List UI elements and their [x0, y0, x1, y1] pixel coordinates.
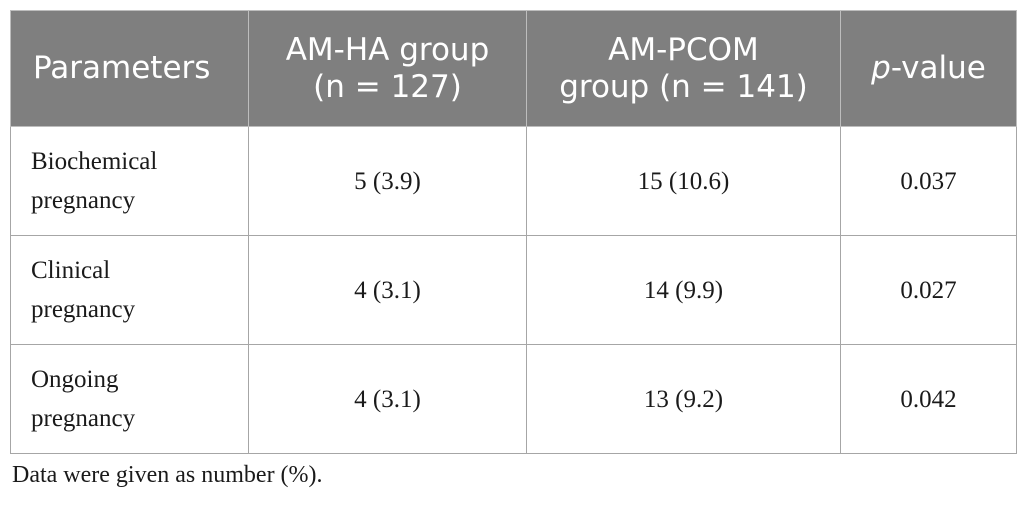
table-header: Parameters AM-HA group (n = 127) AM-PCOM…: [10, 10, 1017, 127]
header-am-pcom-line-2: group (n = 141): [559, 68, 808, 105]
row-parameter: Ongoing pregnancy: [10, 344, 249, 454]
row-am-ha-value: 5 (3.9): [248, 126, 527, 236]
row-p-value: 0.037: [840, 126, 1017, 236]
header-p-value: p-value: [840, 10, 1017, 127]
row-parameter-line-1: Biochemical: [31, 148, 158, 175]
row-am-pcom-value: 15 (10.6): [526, 126, 841, 236]
header-am-ha-line-2: (n = 127): [313, 68, 462, 105]
header-p-value-rest: -value: [890, 50, 986, 86]
header-am-ha-line-1: AM-HA group: [285, 31, 490, 68]
pregnancy-outcomes-table: Parameters AM-HA group (n = 127) AM-PCOM…: [10, 10, 1017, 454]
header-am-ha-group: AM-HA group (n = 127): [248, 10, 527, 127]
row-parameter-line-2: pregnancy: [31, 405, 136, 432]
header-parameters: Parameters: [10, 10, 249, 127]
row-am-pcom-value: 14 (9.9): [526, 235, 841, 345]
row-p-value: 0.042: [840, 344, 1017, 454]
row-parameter-line-1: Ongoing: [31, 366, 119, 393]
header-p-value-italic: p: [871, 50, 891, 86]
row-parameter-line-2: pregnancy: [31, 296, 136, 323]
table-row: Ongoing pregnancy 4 (3.1) 13 (9.2) 0.042: [10, 344, 1017, 454]
row-am-ha-value: 4 (3.1): [248, 344, 527, 454]
row-parameter: Biochemical pregnancy: [10, 126, 249, 236]
header-row: Parameters AM-HA group (n = 127) AM-PCOM…: [10, 10, 1017, 127]
row-parameter-line-2: pregnancy: [31, 187, 136, 214]
header-am-pcom-line-1: AM-PCOM: [608, 31, 759, 68]
table-body: Biochemical pregnancy 5 (3.9) 15 (10.6) …: [10, 126, 1017, 454]
header-am-pcom-group: AM-PCOM group (n = 141): [526, 10, 841, 127]
header-parameters-text: Parameters: [33, 50, 211, 86]
results-table-container: Parameters AM-HA group (n = 127) AM-PCOM…: [10, 10, 1017, 454]
row-parameter-line-1: Clinical: [31, 257, 111, 284]
row-parameter: Clinical pregnancy: [10, 235, 249, 345]
table-row: Clinical pregnancy 4 (3.1) 14 (9.9) 0.02…: [10, 235, 1017, 345]
row-am-pcom-value: 13 (9.2): [526, 344, 841, 454]
row-am-ha-value: 4 (3.1): [248, 235, 527, 345]
table-footnote: Data were given as number (%).: [12, 462, 323, 488]
table-row: Biochemical pregnancy 5 (3.9) 15 (10.6) …: [10, 126, 1017, 236]
row-p-value: 0.027: [840, 235, 1017, 345]
